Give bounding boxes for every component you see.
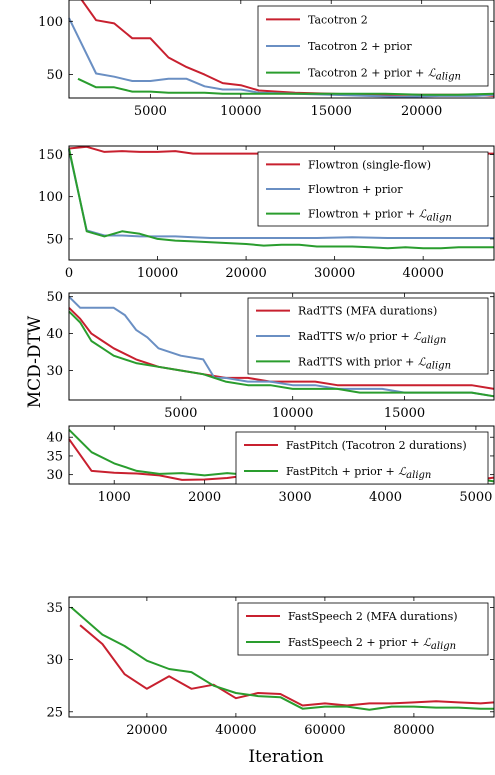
y-tick-label: 35 — [46, 449, 63, 464]
y-tick-label: 40 — [46, 327, 63, 342]
legend-entry: RadTTS (MFA durations) — [298, 305, 437, 318]
legend-entry: FastPitch (Tacotron 2 durations) — [286, 439, 467, 452]
chart-panel-2: 0 10000 20000 30000 40000 50 100 150 Flowtron (s… — [38, 145, 495, 281]
y-tick-label: 30 — [46, 468, 63, 483]
legend-entry: Flowtron (single-flow) — [308, 158, 431, 171]
legend: Flowtron (single-flow) Flowtron + prior Fl… — [257, 151, 489, 227]
x-tick-label: 5000 — [164, 406, 197, 421]
x-axis-label: Iteration — [248, 747, 323, 767]
legend: FastPitch (Tacotron 2 durations) FastPitc… — [235, 431, 489, 485]
x-tick-label: 10000 — [272, 406, 313, 421]
x-tick-label: 5000 — [459, 490, 492, 505]
x-tick-label: 80000 — [393, 723, 434, 738]
legend-box — [237, 602, 489, 656]
x-tick-label: 2000 — [188, 490, 221, 505]
y-tick-label: 30 — [46, 653, 63, 668]
plot-frame — [68, 145, 495, 261]
legend-entry: FastSpeech 2 (MFA durations) — [288, 610, 458, 623]
y-tick-label: 35 — [46, 601, 63, 616]
plot-frame — [68, 596, 495, 718]
series-line-5-1 — [79, 624, 495, 707]
x-tick-label: 15000 — [311, 104, 352, 119]
y-tick-label: 30 — [46, 364, 63, 379]
plot-frame — [68, 0, 495, 99]
series-line-5-2 — [70, 606, 494, 711]
x-tick-label: 20000 — [401, 104, 442, 119]
plot-frame — [68, 292, 495, 401]
series-line-2-2 — [68, 149, 494, 239]
y-tick-label: 50 — [46, 232, 63, 247]
x-tick-label: 15000 — [384, 406, 425, 421]
y-tick-label: 50 — [46, 68, 63, 83]
x-tick-label: 0 — [65, 266, 73, 281]
x-tick-label: 20000 — [225, 266, 266, 281]
legend: RadTTS (MFA durations) RadTTS w/o prior +… — [247, 297, 489, 375]
x-tick-label: 1000 — [98, 490, 131, 505]
y-tick-label: 100 — [38, 15, 63, 30]
legend-entry: Flowtron + prior — [308, 183, 403, 196]
legend-entry: Flowtron + prior + ℒalign — [308, 208, 452, 224]
y-tick-label: 25 — [46, 705, 63, 720]
series-line-3-3 — [68, 310, 495, 398]
legend-entry: Tacotron 2 — [308, 13, 368, 26]
x-tick-label: 60000 — [304, 723, 345, 738]
chart-panel-4: 1000 2000 3000 4000 5000 30 35 40 FastPitch (Tac… — [46, 425, 495, 505]
x-tick-label: 10000 — [220, 104, 261, 119]
legend-entry: FastSpeech 2 + prior + ℒalign — [288, 636, 456, 652]
y-tick-label: 40 — [46, 431, 63, 446]
y-tick-label: 50 — [46, 290, 63, 305]
chart-panel-3: 5000 10000 15000 30 40 50 RadTTS (MFA duration… — [46, 290, 495, 421]
y-tick-label: 150 — [38, 148, 63, 163]
series-line-2-3 — [68, 148, 494, 250]
x-tick-label: 40000 — [215, 723, 256, 738]
legend-entry: FastPitch + prior + ℒalign — [286, 465, 431, 481]
x-tick-label: 5000 — [134, 104, 167, 119]
x-tick-label: 30000 — [314, 266, 355, 281]
series-line-1-3 — [77, 77, 495, 96]
x-tick-label: 20000 — [126, 723, 167, 738]
y-tick-label: 100 — [38, 190, 63, 205]
x-tick-label: 4000 — [369, 490, 402, 505]
x-tick-label: 40000 — [402, 266, 443, 281]
legend: Tacotron 2 Tacotron 2 + prior Tacotron 2 +… — [257, 5, 489, 87]
y-axis-label: MCD-DTW — [25, 315, 45, 408]
series-line-3-1 — [68, 307, 495, 390]
legend-entry: Tacotron 2 + prior — [308, 40, 412, 53]
chart-panel-5: 20000 40000 60000 80000 25 30 35 FastSpeech 2 (… — [46, 596, 495, 738]
series-line-1-2 — [68, 17, 495, 98]
legend-box — [235, 431, 489, 485]
x-tick-label: 10000 — [137, 266, 178, 281]
legend: FastSpeech 2 (MFA durations) FastSpeech 2… — [237, 602, 489, 656]
legend-entry: RadTTS with prior + ℒalign — [298, 355, 451, 371]
legend-entry: RadTTS w/o prior + ℒalign — [298, 330, 446, 346]
x-tick-label: 3000 — [279, 490, 312, 505]
legend-entry: Tacotron 2 + prior + ℒalign — [308, 67, 461, 83]
